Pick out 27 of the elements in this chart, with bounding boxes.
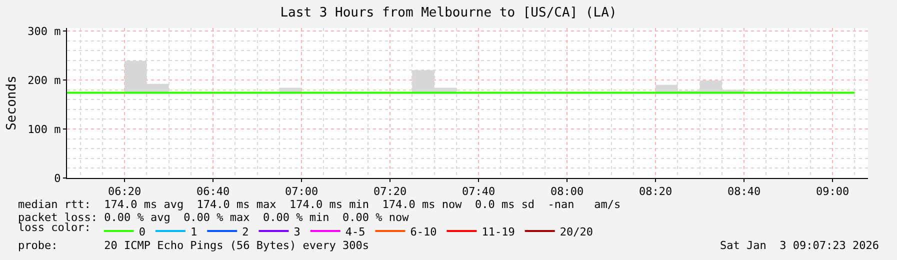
legend-label: 11-19	[482, 225, 515, 238]
y-tick-label: 100 m	[28, 122, 62, 136]
text: probe: 20 ICMP Echo Pings (56 Bytes) every 300s	[18, 239, 369, 252]
legend-label: 0	[138, 225, 146, 238]
chart-title: Last 3 Hours from Melbourne to [US/CA] (LA)	[280, 6, 617, 21]
legend-label: 2	[242, 225, 249, 238]
y-tick-label: 300 m	[28, 24, 62, 38]
x-tick-label: 07:00	[284, 185, 318, 198]
x-tick-label: 06:40	[196, 185, 230, 198]
legend-label: 3	[294, 225, 300, 238]
x-tick-label: 07:40	[462, 185, 496, 198]
x-tick-label: 08:00	[550, 185, 584, 198]
y-tick-label: 200 m	[28, 74, 62, 87]
y-tick-label: 0	[54, 172, 61, 185]
x-tick-label: 09:00	[816, 185, 850, 198]
x-tick-label: 07:20	[373, 185, 407, 198]
legend-label: 1	[190, 225, 198, 238]
legend-label: 4-5	[345, 225, 366, 238]
x-tick-label: 08:20	[639, 185, 672, 198]
x-tick-label: 08:40	[728, 185, 761, 198]
text: median rtt: 174.0 ms avg 174.0 ms max 174.0 ms min 174.0 ms now 0.0 ms sd -nan am/s	[18, 198, 621, 211]
legend-label: 6-10	[410, 225, 437, 238]
x-tick-label: 06:20	[108, 185, 142, 198]
y-axis-title: Seconds	[4, 76, 20, 130]
text: Sat Jan 3 09:07:23 2026	[720, 239, 879, 252]
legend-label: 20/20	[560, 225, 593, 238]
text: packet loss: 0.00 % avg 0.00 % max 0.00 % min 0.00 % now	[18, 211, 410, 224]
